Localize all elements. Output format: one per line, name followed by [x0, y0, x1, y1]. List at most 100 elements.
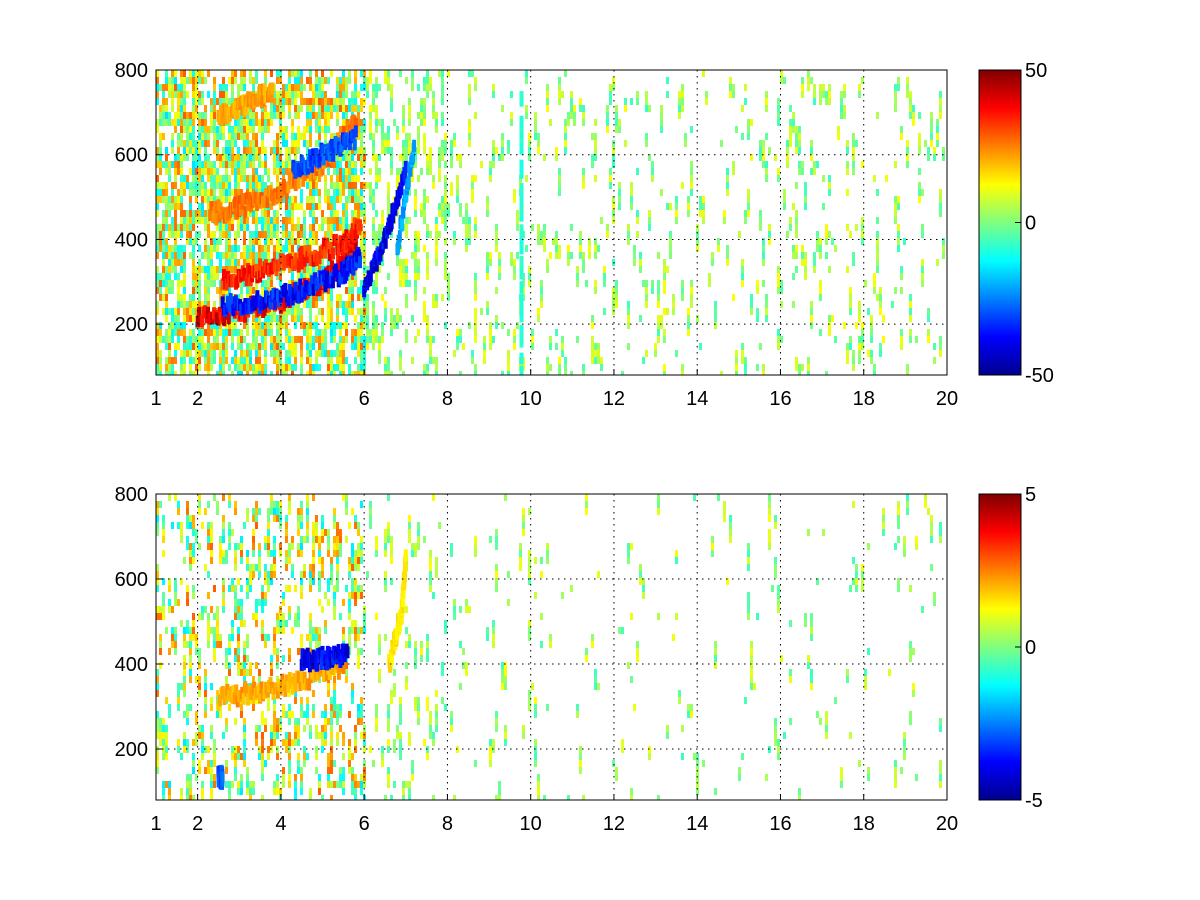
heatmap-cell: [204, 182, 207, 189]
heatmap-cell: [189, 336, 192, 343]
heatmap-cell: [747, 210, 750, 217]
heatmap-cell: [207, 287, 210, 294]
heatmap-cell: [846, 350, 849, 357]
heatmap-cell: [852, 161, 855, 168]
heatmap-cell: [183, 140, 186, 147]
heatmap-cell: [219, 350, 222, 357]
heatmap-cell: [171, 203, 174, 210]
heatmap-cell: [846, 161, 849, 168]
heatmap-cell: [192, 550, 195, 557]
heatmap-cell: [555, 252, 558, 259]
heatmap-cell: [156, 760, 159, 767]
heatmap-cell: [429, 168, 432, 175]
heatmap-cell: [339, 77, 342, 84]
heatmap-cell: [351, 217, 354, 224]
heatmap-cell: [213, 753, 216, 760]
heatmap-feature-cell: [320, 163, 325, 176]
heatmap-cell: [207, 231, 210, 238]
heatmap-cell: [231, 77, 234, 84]
heatmap-cell: [159, 196, 162, 203]
heatmap-cell: [564, 371, 567, 375]
heatmap-cell: [657, 329, 660, 336]
heatmap-cell: [168, 112, 171, 119]
heatmap-cell: [414, 294, 417, 301]
heatmap-cell: [207, 543, 210, 550]
heatmap-cell: [441, 203, 444, 210]
heatmap-cell: [852, 364, 855, 371]
heatmap-cell: [432, 357, 435, 364]
heatmap-cell: [198, 760, 201, 767]
heatmap-cell: [192, 182, 195, 189]
heatmap-cell: [237, 599, 240, 606]
heatmap-cell: [159, 732, 162, 739]
heatmap-cell: [378, 84, 381, 91]
heatmap-cell: [255, 217, 258, 224]
heatmap-cell: [789, 119, 792, 126]
heatmap-cell: [762, 245, 765, 252]
heatmap-cell: [363, 161, 366, 168]
heatmap-cell: [312, 231, 315, 238]
heatmap-cell: [201, 210, 204, 217]
heatmap-cell: [216, 238, 219, 245]
heatmap-cell: [378, 168, 381, 175]
heatmap-cell: [165, 112, 168, 119]
heatmap-cell: [759, 154, 762, 161]
heatmap-cell: [240, 557, 243, 564]
heatmap-cell: [288, 364, 291, 371]
heatmap-cell: [465, 238, 468, 245]
heatmap-cell: [210, 245, 213, 252]
heatmap-cell: [777, 112, 780, 119]
heatmap-cell: [234, 175, 237, 182]
heatmap-cell: [603, 280, 606, 287]
heatmap-cell: [801, 84, 804, 91]
heatmap-feature-cell: [519, 332, 524, 345]
heatmap-cell: [267, 753, 270, 760]
heatmap-cell: [405, 154, 408, 161]
heatmap-cell: [420, 168, 423, 175]
heatmap-cell: [783, 196, 786, 203]
heatmap-cell: [159, 329, 162, 336]
heatmap-cell: [204, 266, 207, 273]
heatmap-cell: [243, 231, 246, 238]
heatmap-cell: [201, 161, 204, 168]
heatmap-cell: [330, 371, 333, 375]
heatmap-cell: [159, 371, 162, 375]
heatmap-cell: [747, 119, 750, 126]
heatmap-cell: [255, 259, 258, 266]
heatmap-cell: [255, 112, 258, 119]
heatmap-cell: [243, 364, 246, 371]
heatmap-cell: [273, 501, 276, 508]
heatmap-cell: [204, 168, 207, 175]
heatmap-cell: [381, 140, 384, 147]
heatmap-cell: [213, 84, 216, 91]
heatmap-cell: [765, 301, 768, 308]
heatmap-cell: [234, 585, 237, 592]
heatmap-cell: [216, 308, 219, 315]
heatmap-cell: [738, 231, 741, 238]
heatmap-cell: [801, 245, 804, 252]
heatmap-cell: [231, 140, 234, 147]
heatmap-cell: [306, 329, 309, 336]
heatmap-cell: [192, 91, 195, 98]
heatmap-cell: [840, 112, 843, 119]
heatmap-cell: [189, 648, 192, 655]
heatmap-bottom: [156, 494, 942, 800]
heatmap-cell: [198, 676, 201, 683]
heatmap-cell: [225, 84, 228, 91]
heatmap-cell: [276, 322, 279, 329]
heatmap-cell: [159, 648, 162, 655]
heatmap-cell: [726, 245, 729, 252]
heatmap-cell: [564, 364, 567, 371]
heatmap-cell: [267, 252, 270, 259]
heatmap-cell: [261, 606, 264, 613]
heatmap-cell: [243, 119, 246, 126]
heatmap-cell: [201, 336, 204, 343]
heatmap-cell: [309, 77, 312, 84]
heatmap-cell: [639, 252, 642, 259]
heatmap-cell: [765, 308, 768, 315]
heatmap-cell: [285, 529, 288, 536]
heatmap-cell: [183, 154, 186, 161]
heatmap-cell: [219, 175, 222, 182]
heatmap-cell: [261, 634, 264, 641]
heatmap-cell: [423, 364, 426, 371]
